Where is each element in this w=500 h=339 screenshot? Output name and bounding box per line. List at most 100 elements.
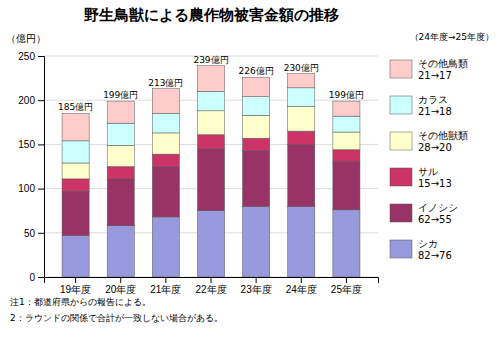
y-axis: 0 50 100 150 200 250 (18, 51, 44, 283)
bar-segment (62, 141, 89, 163)
x-tick-mark (346, 277, 347, 283)
x-tick-label: 20年度 (105, 284, 136, 295)
bar-segment (288, 74, 315, 88)
x-tick: 19年度 (60, 277, 91, 295)
bar-segment (288, 88, 315, 107)
legend-swatch (390, 204, 412, 222)
bar-segment (107, 179, 134, 226)
bar-segment (333, 150, 360, 161)
bar-segment (62, 113, 89, 140)
bar-segment (62, 179, 89, 191)
bar-segment (243, 138, 270, 150)
series (62, 206, 360, 277)
bar-segment (243, 115, 270, 138)
bar-segment (62, 235, 89, 277)
legend-label: シカ82→76 (418, 238, 452, 261)
x-tick-label: 22年度 (195, 284, 226, 295)
bar-segment (197, 211, 224, 277)
x-tick-mark (256, 277, 257, 283)
x-tick: 25年度 (331, 277, 362, 295)
note: 2：ラウンドの関係で合計が一致しない場合がある。 (10, 313, 223, 323)
bar-segment (107, 167, 134, 179)
total-label: 230億円 (284, 63, 319, 73)
y-tick: 150 (18, 139, 44, 150)
series (62, 88, 360, 163)
legend-swatch (390, 60, 412, 78)
bar-segment (333, 116, 360, 132)
legend-label: サル15→13 (418, 166, 452, 189)
y-tick: 0 (29, 272, 44, 283)
x-tick: 21年度 (150, 277, 181, 295)
bar-segment (107, 123, 134, 145)
legend-swatch (390, 132, 412, 150)
legend-swatch (390, 240, 412, 258)
y-tick-label: 250 (18, 51, 35, 62)
y-tick-mark (38, 144, 44, 145)
y-tick: 50 (24, 228, 44, 239)
bar-segment (243, 77, 270, 96)
annotation: （24年度→25年度） (410, 32, 494, 42)
bar-segment (333, 161, 360, 210)
x-tick-mark (120, 277, 121, 283)
bar-segment (107, 145, 134, 166)
bar-segment (152, 217, 179, 277)
y-axis-title: （億円） (6, 33, 46, 44)
y-tick-label: 0 (29, 272, 35, 283)
bar-segment (197, 135, 224, 149)
series (62, 131, 360, 191)
bar-segment (288, 131, 315, 144)
x-tick: 24年度 (286, 277, 317, 295)
total-label: 185億円 (58, 102, 93, 112)
x-tick-mark (165, 277, 166, 283)
y-tick-mark (38, 100, 44, 101)
bar-segment (107, 101, 134, 123)
y-tick: 100 (18, 183, 44, 194)
bar-segment (243, 151, 270, 207)
legend-swatch (390, 96, 412, 114)
bar-segment (288, 206, 315, 277)
bar-segment (197, 66, 224, 92)
y-tick-label: 100 (18, 183, 35, 194)
series (62, 144, 360, 235)
bar-segment (152, 113, 179, 132)
y-tick-mark (38, 189, 44, 190)
y-tick-mark (38, 233, 44, 234)
bar-segment (333, 132, 360, 150)
x-tick-mark (301, 277, 302, 283)
x-tick-label: 19年度 (60, 284, 91, 295)
total-label: 239億円 (193, 55, 228, 65)
bar-segment (243, 97, 270, 116)
bar-segment (152, 89, 179, 114)
bar-segment (152, 154, 179, 166)
legend-label: カラス21→18 (418, 94, 452, 117)
bar-segment (288, 106, 315, 131)
y-tick: 200 (18, 95, 44, 106)
y-tick-label: 200 (18, 95, 35, 106)
bar-segment (152, 167, 179, 217)
bar-segment (333, 210, 360, 277)
bar-segment (62, 191, 89, 235)
x-tick-label: 25年度 (331, 284, 362, 295)
total-labels: 185億円199億円213億円239億円226億円230億円199億円 (58, 55, 364, 113)
bar-segment (288, 144, 315, 206)
total-label: 226億円 (239, 66, 274, 76)
x-tick-label: 24年度 (286, 284, 317, 295)
bar-segment (197, 111, 224, 135)
bars (62, 66, 360, 277)
x-tick: 22年度 (195, 277, 226, 295)
y-tick-label: 50 (24, 228, 36, 239)
bar-segment (62, 163, 89, 179)
bar-segment (107, 226, 134, 277)
x-tick-mark (211, 277, 212, 283)
bar-segment (197, 91, 224, 110)
legend: その他鳥類21→17カラス21→18その他獣類28→20サル15→13イノシシ6… (390, 58, 468, 261)
legend-label: その他獣類28→20 (418, 130, 468, 153)
title: 野生鳥獣による農作物被害金額の推移 (84, 6, 339, 24)
x-tick-label: 21年度 (150, 284, 181, 295)
x-tick: 23年度 (241, 277, 272, 295)
bar-segment (152, 133, 179, 154)
chart: 19年度 20年度 21年度 22年度 23年度 24年度 25年度 0 50 100 150 200… (0, 0, 500, 339)
series (62, 66, 360, 141)
total-label: 199億円 (103, 90, 138, 100)
grid (44, 56, 378, 277)
